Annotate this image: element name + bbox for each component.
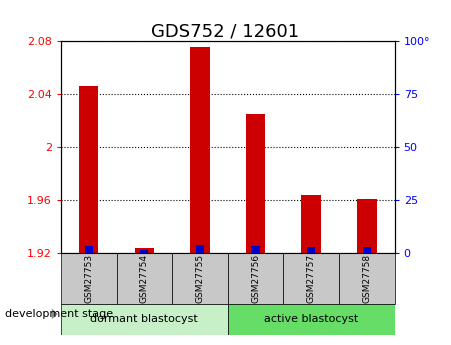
Bar (228, 253, 283, 304)
Bar (301, 195, 321, 253)
Bar (283, 253, 339, 304)
Text: GSM27755: GSM27755 (195, 254, 204, 303)
Text: development stage: development stage (5, 309, 113, 319)
Bar (246, 114, 265, 253)
Text: GSM27756: GSM27756 (251, 254, 260, 303)
Bar (339, 253, 395, 304)
Bar (61, 253, 116, 304)
Bar (61, 304, 228, 335)
Text: active blastocyst: active blastocyst (264, 314, 358, 324)
Bar (363, 247, 371, 253)
Bar (307, 247, 315, 253)
Polygon shape (52, 309, 58, 319)
Bar (196, 245, 204, 253)
Bar (116, 253, 172, 304)
Text: GDS752 / 12601: GDS752 / 12601 (152, 22, 299, 40)
Text: GSM27754: GSM27754 (140, 254, 149, 303)
Bar (79, 86, 98, 253)
Text: GSM27757: GSM27757 (307, 254, 316, 303)
Bar (190, 47, 210, 253)
Bar (228, 304, 395, 335)
Text: dormant blastocyst: dormant blastocyst (91, 314, 198, 324)
Bar (84, 246, 93, 253)
Bar (357, 199, 377, 253)
Bar (140, 250, 148, 253)
Bar (251, 246, 260, 253)
Bar (134, 248, 154, 253)
Text: GSM27758: GSM27758 (362, 254, 371, 303)
Bar (172, 253, 228, 304)
Text: GSM27753: GSM27753 (84, 254, 93, 303)
